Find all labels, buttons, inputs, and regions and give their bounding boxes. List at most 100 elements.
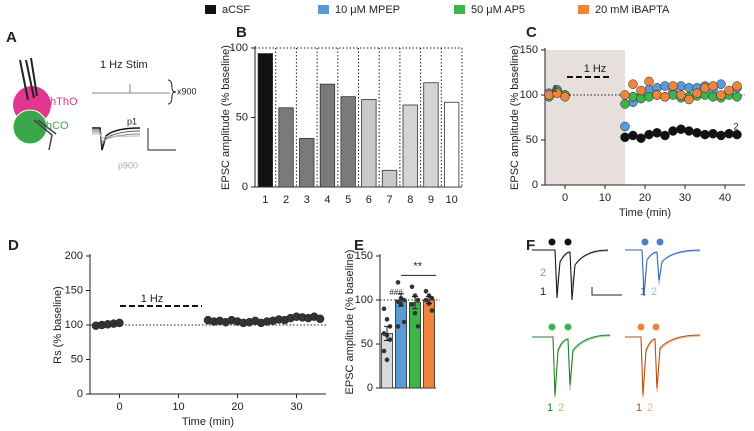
data-point (620, 99, 630, 109)
data-point (684, 94, 694, 105)
data-point (668, 90, 678, 100)
x-tick-label: 40 (719, 192, 731, 204)
data-point (620, 90, 630, 100)
stim-dot (548, 323, 556, 331)
y-tick-label: 150 (520, 44, 538, 56)
x-tick-label: 10 (446, 194, 458, 206)
data-point (724, 128, 734, 139)
data-point (716, 79, 726, 89)
stim-dot (656, 238, 664, 246)
data-point (636, 133, 646, 143)
y-tick-label: 150 (65, 284, 83, 296)
data-point (401, 297, 407, 303)
trace-label: p900 (118, 160, 138, 170)
trace (532, 249, 609, 301)
x-tick-label: 4 (324, 194, 330, 206)
data-point (628, 79, 638, 89)
x-tick-label: 10 (172, 401, 184, 413)
x-tick-label: 8 (407, 194, 413, 206)
data-point (716, 130, 726, 141)
y-tick-label: 0 (77, 388, 83, 400)
bar (444, 101, 460, 188)
annotation: 1 Hz (584, 63, 607, 75)
x-tick-label: 6 (366, 194, 372, 206)
panel-letter: E (354, 237, 364, 254)
trace (625, 249, 701, 291)
data-point (652, 90, 662, 100)
data-point (676, 90, 686, 100)
x-tick-label: 0 (116, 401, 122, 413)
bar (319, 83, 336, 188)
data-point (395, 324, 401, 329)
data-point (552, 88, 562, 98)
y-tick-label: 150 (355, 250, 373, 262)
stim-dot (652, 323, 660, 331)
bar (361, 99, 377, 188)
annotation: 1 (552, 83, 557, 93)
data-point (684, 83, 694, 93)
data-point (415, 297, 421, 303)
data-point (387, 337, 393, 342)
bar (402, 104, 418, 188)
data-point (732, 81, 742, 91)
y-axis-label: EPSC amplitude (% baseline) (220, 45, 232, 190)
data-point (628, 92, 638, 102)
data-point (409, 302, 415, 307)
data-point (381, 348, 387, 354)
data-point (409, 284, 415, 290)
x-tick-label: 3 (304, 194, 310, 206)
annotation: 2 (733, 121, 738, 131)
data-point (415, 324, 421, 329)
data-point (660, 92, 670, 102)
y-tick-label: 100 (65, 319, 83, 331)
y-tick-label: 100 (520, 89, 538, 101)
region-label: hThO (50, 96, 78, 108)
y-tick-label: 50 (236, 111, 248, 123)
bar (278, 107, 294, 188)
bar (394, 299, 407, 389)
x-axis-label: Time (min) (619, 207, 671, 219)
data-point (384, 317, 390, 322)
data-point (692, 128, 702, 138)
legend-swatch (454, 5, 465, 14)
data-point (724, 85, 734, 96)
region-label: hCO (46, 120, 69, 132)
y-tick-label: 50 (361, 338, 373, 350)
x-tick-label: 7 (386, 194, 392, 206)
data-point (660, 130, 670, 141)
x-tick-label: 2 (283, 194, 289, 206)
bar (340, 96, 356, 188)
annotation: ### (389, 288, 403, 297)
bar (257, 53, 273, 188)
y-axis-label: EPSC amplitude (% baseline) (509, 45, 521, 190)
data-point (732, 129, 742, 140)
data-point (628, 130, 638, 141)
panel-letter: A (6, 29, 17, 46)
trace-label: 1 (640, 286, 646, 298)
data-point (644, 129, 654, 140)
data-point (676, 124, 686, 134)
data-point (684, 126, 694, 136)
x-tick-label: 1 (262, 194, 268, 206)
panel-letter: B (236, 24, 247, 41)
y-tick-label: 0 (532, 179, 538, 191)
stim-dot (637, 323, 645, 331)
stim-trace (92, 84, 170, 94)
data-point (620, 132, 630, 143)
y-tick-label: 0 (242, 181, 248, 193)
trace (625, 334, 701, 396)
trace (532, 334, 611, 396)
stim-dot (548, 238, 556, 246)
data-point (708, 128, 718, 139)
trace-label: p1 (127, 116, 137, 126)
scale-bar (147, 128, 176, 151)
x-tick-label: 20 (231, 401, 243, 413)
x-tick-label: 5 (345, 194, 351, 206)
trace (92, 127, 141, 151)
trace-label: 1 (547, 402, 553, 414)
stim-period (545, 50, 625, 185)
trace-label: 2 (647, 402, 653, 414)
trace-label: 2 (540, 267, 546, 279)
y-tick-label: 0 (367, 382, 373, 394)
y-axis-label: Rs (% baseline) (52, 286, 64, 364)
